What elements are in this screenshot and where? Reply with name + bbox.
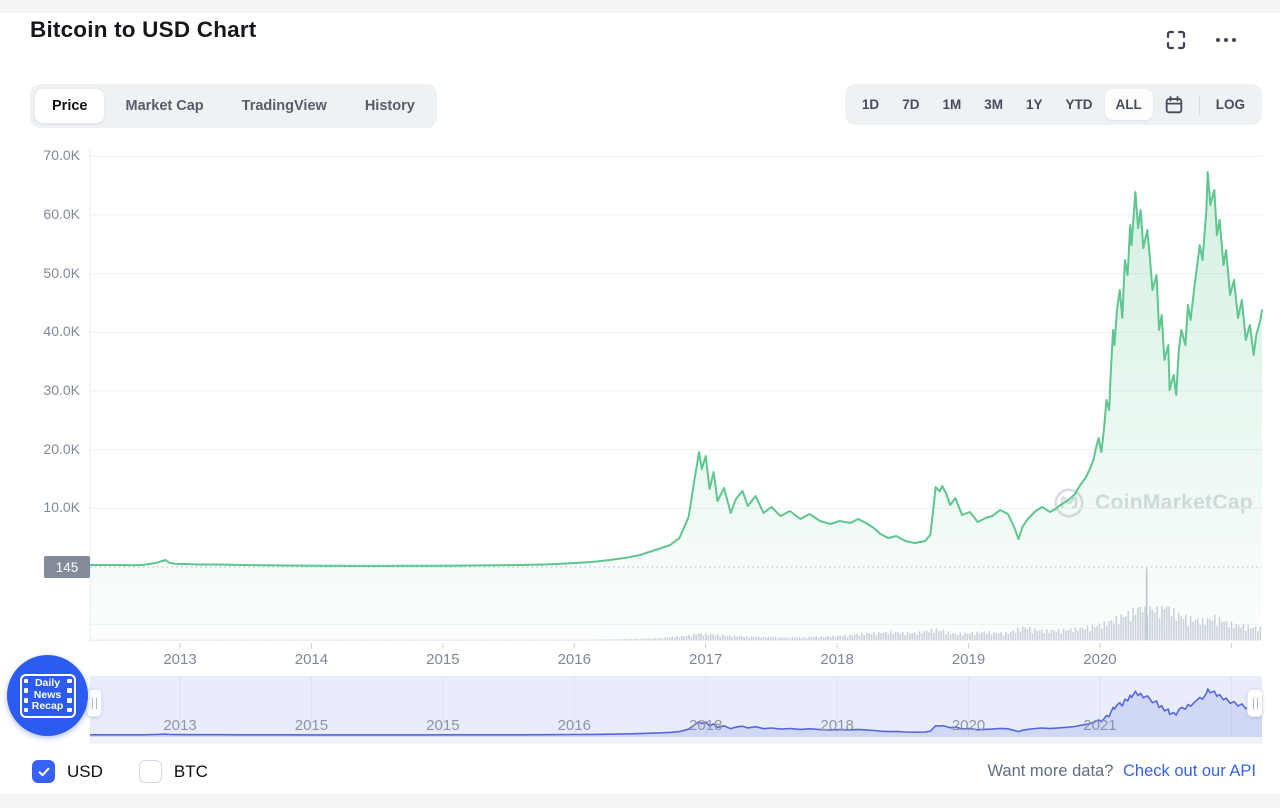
navigator[interactable] [90, 676, 1263, 744]
y-axis-label: 20.0K [43, 440, 80, 457]
film-sprockets [67, 678, 72, 713]
coinmarketcap-logo-icon [1052, 486, 1086, 520]
y-axis-label: 70.0K [43, 147, 80, 164]
navigator-label: 2016 [557, 717, 591, 734]
api-cta: Want more data? Check out our API [987, 762, 1256, 781]
page-title: Bitcoin to USD Chart [30, 17, 257, 42]
tab-history[interactable]: History [348, 89, 432, 123]
chart-type-tabs: Price Market Cap TradingView History [30, 84, 437, 128]
grip-icon [91, 697, 97, 709]
coinmarketcap-watermark: CoinMarketCap [1052, 486, 1253, 520]
page-top-edge [0, 0, 1280, 13]
watermark-text: CoinMarketCap [1095, 491, 1253, 514]
page-bottom-edge [0, 794, 1280, 808]
daily-news-recap-badge[interactable]: Daily News Recap [7, 655, 88, 736]
navigator-label: 2018 [689, 717, 723, 734]
toggle-label: USD [67, 761, 103, 781]
y-axis-label: 10.0K [43, 499, 80, 516]
range-button-3m[interactable]: 3M [973, 89, 1014, 120]
grid-lines [89, 148, 1262, 649]
toggle-label: BTC [173, 761, 208, 781]
x-axis-label: 2018 [820, 651, 854, 668]
grip-icon [1252, 697, 1258, 709]
ellipsis-icon [1213, 28, 1239, 52]
news-badge-label: Daily News Recap [31, 677, 64, 713]
y-axis-label: 60.0K [43, 205, 80, 222]
header-actions [1160, 25, 1242, 55]
navigator-label: 2015 [426, 717, 460, 734]
btc-checkbox[interactable] [138, 760, 162, 783]
y-axis-label: 40.0K [43, 323, 80, 340]
film-sprockets [23, 678, 28, 713]
navigator-right-handle[interactable] [1247, 689, 1263, 717]
fullscreen-button[interactable] [1160, 25, 1192, 55]
toggle-btc[interactable]: BTC [138, 760, 208, 783]
navigator-left-handle[interactable] [86, 689, 102, 717]
check-icon [37, 765, 51, 779]
range-divider [1198, 94, 1200, 115]
api-prompt-text: Want more data? [987, 762, 1114, 780]
y-axis-label: 50.0K [43, 264, 80, 281]
tab-price[interactable]: Price [35, 89, 105, 123]
navigator-line [90, 688, 1263, 736]
toggle-usd[interactable]: USD [32, 760, 103, 783]
calendar-button[interactable] [1154, 90, 1194, 120]
range-button-1m[interactable]: 1M [931, 89, 972, 120]
range-button-all[interactable]: ALL [1104, 89, 1153, 120]
navigator-label: 2013 [163, 717, 197, 734]
baseline-price-badge: 145 [44, 556, 90, 578]
y-axis-label: 30.0K [43, 381, 80, 398]
navigator-label: 2018 [820, 717, 854, 734]
currency-toggles: USD BTC [32, 760, 208, 783]
x-axis-label: 2013 [163, 651, 197, 668]
x-axis-label: 2016 [557, 651, 591, 668]
range-button-7d[interactable]: 7D [891, 89, 930, 120]
usd-checkbox[interactable] [32, 760, 55, 783]
navigator-label: 2015 [294, 717, 329, 734]
api-link[interactable]: Check out our API [1123, 762, 1256, 780]
range-button-1d[interactable]: 1D [851, 89, 890, 120]
tab-tradingview[interactable]: TradingView [225, 89, 344, 123]
calendar-icon [1163, 94, 1185, 116]
x-axis-label: 2014 [294, 651, 329, 668]
volume-bars [90, 568, 1262, 641]
more-options-button[interactable] [1210, 25, 1242, 55]
x-axis-label: 2017 [689, 651, 723, 668]
navigator-label: 2020 [951, 717, 986, 734]
range-button-ytd[interactable]: YTD [1055, 89, 1104, 120]
tab-market-cap[interactable]: Market Cap [108, 89, 220, 123]
x-axis-label: 2020 [1083, 651, 1117, 668]
film-strip-icon: Daily News Recap [19, 673, 76, 718]
navigator-label: 2021 [1083, 717, 1117, 734]
range-button-1y[interactable]: 1Y [1015, 89, 1054, 120]
x-axis-label: 2015 [426, 651, 460, 668]
time-range-selector: 1D 7D 1M 3M 1Y YTD ALL LOG [844, 84, 1262, 125]
log-scale-button[interactable]: LOG [1205, 89, 1256, 120]
price-area-fill [90, 172, 1262, 641]
fullscreen-icon [1164, 28, 1188, 52]
x-axis-label: 2019 [951, 651, 986, 668]
